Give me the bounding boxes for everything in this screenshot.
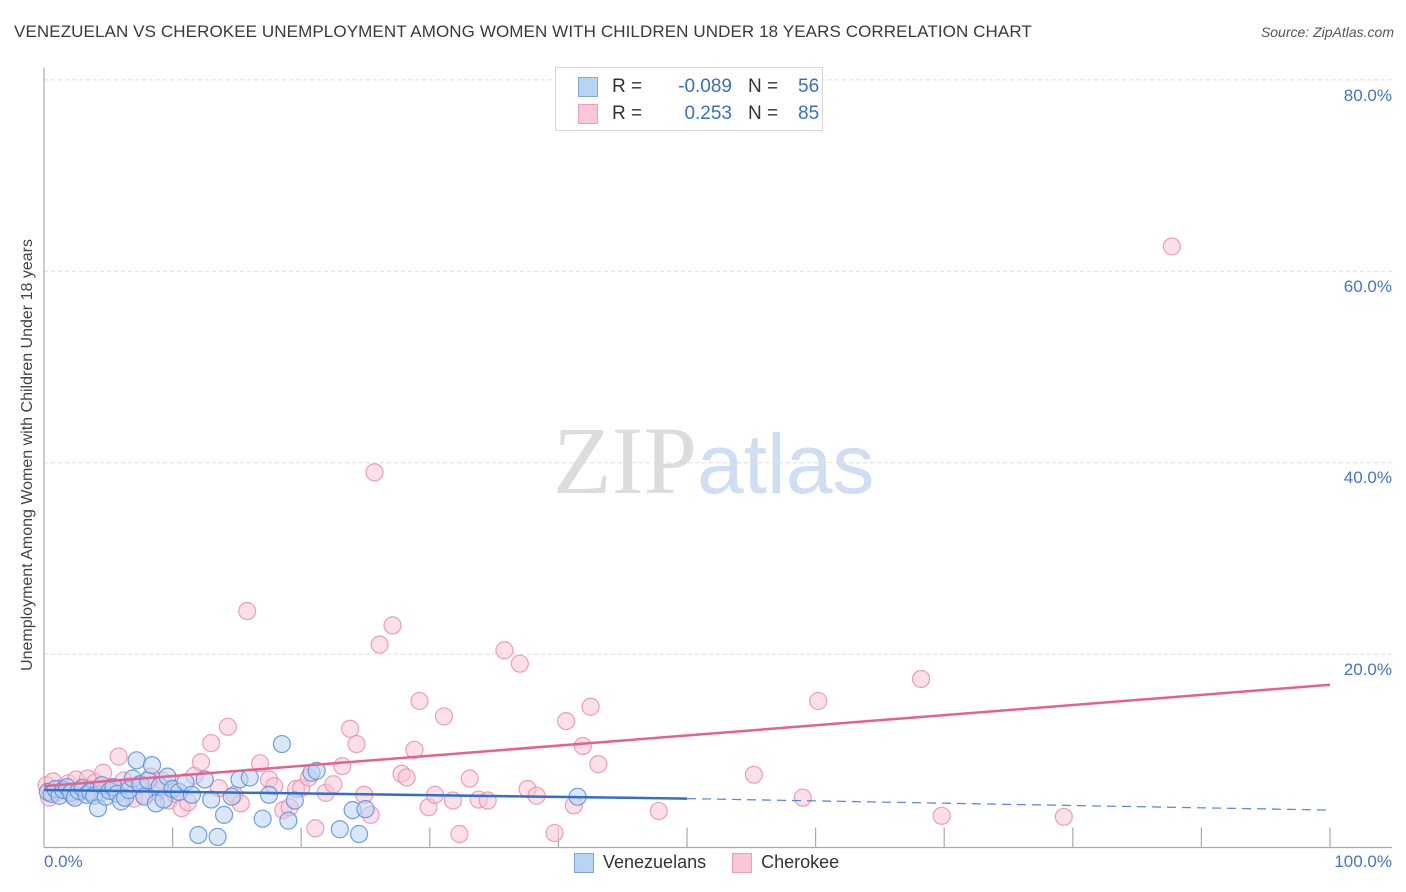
venezuelans-swatch — [578, 77, 598, 97]
cherokee-point[interactable] — [202, 734, 221, 753]
n-label: N = — [748, 76, 779, 97]
cherokee-point[interactable] — [495, 641, 514, 660]
y-axis-label: Unemployment Among Women with Children U… — [19, 239, 36, 671]
n-value: 85 — [798, 103, 820, 124]
cherokee-point[interactable] — [911, 669, 931, 689]
cherokee-point[interactable] — [109, 747, 128, 766]
n-value: 56 — [798, 76, 820, 97]
venezuelans-point[interactable] — [356, 800, 375, 819]
cherokee-point[interactable] — [478, 791, 497, 810]
venezuelans-point[interactable] — [307, 761, 326, 780]
cherokee-point[interactable] — [434, 707, 454, 726]
cherokee-point[interactable] — [744, 765, 763, 784]
trend-lines — [43, 683, 1331, 811]
r-value: -0.089 — [678, 76, 732, 97]
y-tick-40: 40.0% — [1343, 468, 1392, 487]
cherokee-point[interactable] — [191, 753, 210, 772]
cherokee-point[interactable] — [340, 719, 360, 738]
cherokee-point[interactable] — [573, 736, 592, 756]
watermark-atlas: atlas — [697, 417, 875, 511]
cherokee-point[interactable] — [333, 756, 352, 776]
chart-title: VENEZUELAN VS CHEROKEE UNEMPLOYMENT AMON… — [14, 22, 1032, 41]
cherokee-points — [37, 237, 1181, 844]
venezuelans-point[interactable] — [222, 787, 241, 806]
y-tick-60: 60.0% — [1343, 277, 1392, 296]
cherokee-point[interactable] — [793, 788, 812, 807]
cherokee-point[interactable] — [383, 616, 402, 635]
cherokee-point[interactable] — [1162, 237, 1181, 256]
cherokee-point[interactable] — [545, 823, 564, 843]
cherokee-trend-line — [43, 683, 1331, 788]
r-label: R = — [612, 103, 643, 124]
cherokee-point[interactable] — [450, 824, 469, 844]
cherokee-point[interactable] — [218, 717, 237, 736]
cherokee-point[interactable] — [460, 769, 479, 788]
legend-item-venezuelans[interactable]: Venezuelans — [574, 852, 706, 873]
venezuelans-point[interactable] — [182, 785, 201, 804]
venezuelans-point[interactable] — [330, 820, 349, 839]
venezuelans-point[interactable] — [195, 770, 214, 789]
cherokee-point[interactable] — [347, 734, 366, 754]
cherokee-point[interactable] — [250, 754, 270, 773]
venezuelans-swatch — [574, 852, 594, 873]
venezuelans-point[interactable] — [279, 811, 298, 830]
venezuelans-trend-line — [43, 788, 688, 800]
cherokee-point[interactable] — [809, 691, 828, 711]
legend-item-cherokee[interactable]: Cherokee — [732, 852, 839, 873]
cherokee-point[interactable] — [397, 768, 416, 787]
cherokee-point[interactable] — [581, 697, 600, 716]
cherokee-point[interactable] — [365, 463, 384, 482]
venezuelans-trend-extension — [686, 797, 1331, 811]
legend-row-venezuelans: R = -0.089 N = 56 — [578, 75, 819, 99]
n-label: N = — [748, 103, 779, 124]
venezuelans-point[interactable] — [189, 825, 208, 845]
cherokee-point[interactable] — [405, 740, 424, 759]
cherokee-point[interactable] — [410, 691, 429, 711]
venezuelans-point[interactable] — [285, 791, 304, 810]
venezuelans-point[interactable] — [253, 809, 272, 828]
axes — [43, 68, 1392, 849]
cherokee-point[interactable] — [649, 801, 668, 821]
legend-row-cherokee: R = 0.253 N = 85 — [578, 102, 819, 126]
series-legend: Venezuelans Cherokee — [574, 852, 865, 873]
cherokee-point[interactable] — [306, 819, 325, 838]
r-label: R = — [612, 76, 643, 97]
venezuelans-point[interactable] — [202, 790, 221, 809]
correlation-legend: R = -0.089 N = 56 R = 0.253 N = 85 — [555, 67, 823, 131]
watermark: ZIPatlas — [553, 405, 874, 516]
venezuelans-point[interactable] — [272, 734, 292, 754]
legend-label-venezuelans: Venezuelans — [603, 852, 707, 872]
x-tick-0: 0.0% — [44, 852, 83, 871]
venezuelans-point[interactable] — [142, 756, 162, 775]
watermark-zip: ZIP — [553, 407, 697, 514]
venezuelans-point[interactable] — [208, 827, 227, 846]
venezuelans-point[interactable] — [259, 785, 279, 804]
cherokee-point[interactable] — [370, 635, 389, 654]
venezuelans-point[interactable] — [127, 751, 146, 770]
cherokee-swatch — [732, 852, 753, 873]
cherokee-swatch — [578, 104, 598, 124]
cherokee-point[interactable] — [238, 601, 257, 621]
source-credit: Source: ZipAtlas.com — [1260, 24, 1394, 40]
y-tick-80: 80.0% — [1343, 86, 1392, 105]
cherokee-point[interactable] — [589, 755, 608, 774]
legend-label-cherokee: Cherokee — [761, 852, 840, 872]
r-value: 0.253 — [684, 103, 732, 124]
cherokee-point[interactable] — [1054, 807, 1073, 826]
cherokee-point[interactable] — [932, 806, 951, 825]
cherokee-point[interactable] — [557, 711, 576, 731]
cherokee-point[interactable] — [324, 775, 343, 794]
cherokee-point[interactable] — [510, 654, 529, 673]
gridlines — [44, 79, 1392, 655]
venezuelans-point[interactable] — [214, 805, 234, 824]
y-tick-20: 20.0% — [1343, 660, 1392, 679]
venezuelans-point[interactable] — [349, 824, 369, 844]
x-tick-100: 100.0% — [1334, 852, 1392, 871]
